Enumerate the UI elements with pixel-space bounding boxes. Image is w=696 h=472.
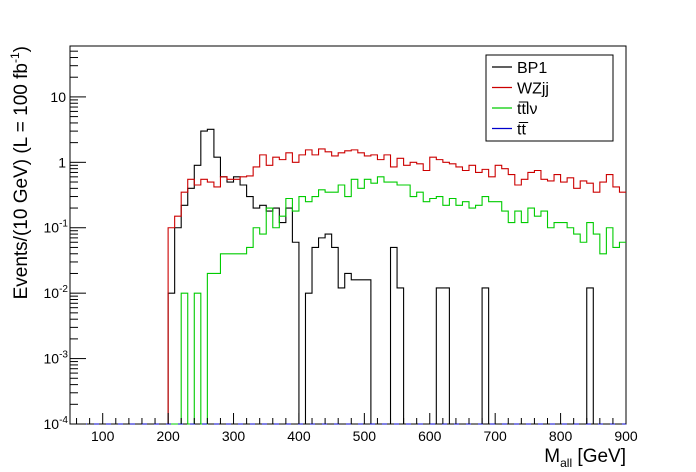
legend-box [485, 54, 614, 142]
x-tick-label: 400 [287, 428, 311, 444]
x-tick-label: 600 [418, 428, 442, 444]
y-tick-label: 10-4 [44, 415, 69, 432]
y-axis-title: Events/(10 GeV) (L = 100 fb-1) [8, 46, 32, 299]
x-tick-label: 800 [549, 428, 573, 444]
x-axis-title-unit: [GeV] [572, 446, 626, 467]
x-axis-title: Mall [GeV] [544, 446, 626, 470]
legend: BP1 WZjj tt̅lν tt̅ [485, 54, 614, 142]
series-layer [70, 128, 626, 425]
y-axis-title-main: Events/(10 GeV) (L = 100 fb [11, 63, 32, 299]
legend-label: tt̅ [517, 121, 528, 138]
y-tick-label: 10 [50, 89, 66, 105]
legend-label: WZjj [517, 81, 549, 98]
y-tick-label: 10-1 [44, 219, 69, 236]
series-0-line [167, 128, 600, 425]
y-tick-label: 10-3 [44, 350, 69, 367]
x-tick-label: 200 [156, 428, 180, 444]
y-axis-title-end: ) [11, 46, 32, 52]
series-2-line [168, 176, 626, 425]
x-tick-label: 700 [483, 428, 507, 444]
x-axis-title-sub: all [560, 456, 572, 470]
legend-label: BP1 [517, 60, 547, 77]
axis-layer: 100 200 300 400 500 600 700 800 900 10-4 10-3 10-2 1… [44, 45, 638, 444]
y-tick-label: 1 [58, 154, 66, 170]
x-tick-label: 100 [91, 428, 115, 444]
y-axis-title-sup: -1 [8, 52, 22, 63]
y-tick-label: 10-2 [44, 284, 69, 301]
x-tick-label: 500 [353, 428, 377, 444]
x-tick-label: 900 [614, 428, 638, 444]
series-1-line [167, 148, 626, 424]
x-tick-label: 300 [222, 428, 246, 444]
x-axis-title-main: M [544, 446, 560, 467]
legend-label: tt̅lν [517, 101, 537, 118]
